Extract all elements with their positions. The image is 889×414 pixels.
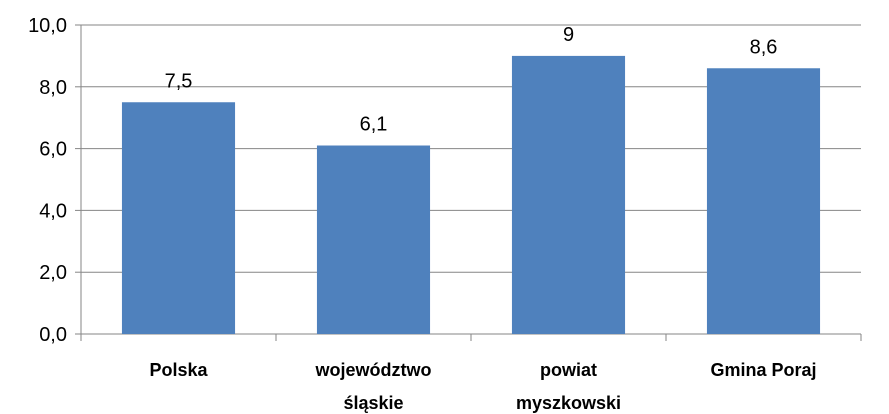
x-category-label-0-line-0: Polska <box>149 360 208 380</box>
bar-0 <box>121 102 236 334</box>
bar-2 <box>511 55 626 335</box>
y-tick-label-1: 2,0 <box>39 262 67 284</box>
labels: 0,0 2,0 4,0 6,0 8,0 10,0 7,5 Polska 6,1 województ… <box>28 15 816 413</box>
data-label-0: 7,5 <box>165 70 193 92</box>
y-tick-label-3: 6,0 <box>39 139 67 161</box>
data-label-2: 9 <box>563 24 574 46</box>
x-category-label-1-line-1: śląskie <box>343 393 403 413</box>
y-tick-label-4: 8,0 <box>39 77 67 99</box>
data-label-3: 8,6 <box>750 36 778 58</box>
y-tick-label-2: 4,0 <box>39 200 67 222</box>
y-tick-label-5: 10,0 <box>28 15 67 37</box>
bar-3 <box>706 68 821 334</box>
x-category-label-1-line-0: województwo <box>315 360 432 380</box>
x-category-label-2-line-0: powiat <box>540 360 597 380</box>
x-category-label-3-line-0: Gmina Poraj <box>710 360 816 380</box>
x-category-label-2-line-1: myszkowski <box>516 393 621 413</box>
bars <box>121 55 821 335</box>
data-label-1: 6,1 <box>360 114 388 136</box>
y-tick-label-0: 0,0 <box>39 324 67 346</box>
bar-1 <box>316 145 431 334</box>
